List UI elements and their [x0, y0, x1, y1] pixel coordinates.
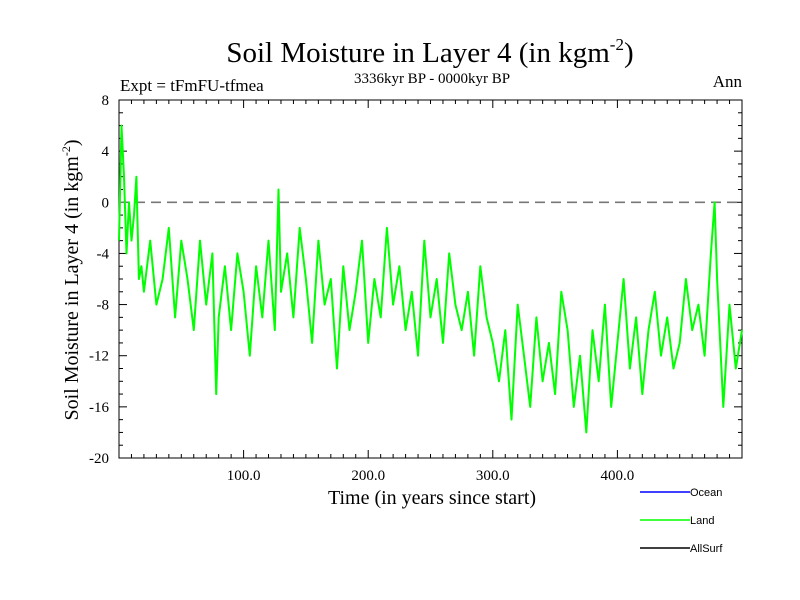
time-range-label: 3336kyr BP - 0000kyr BP: [354, 71, 510, 87]
y-tick-label: -12: [89, 349, 109, 365]
legend: Ocean Land AllSurf: [640, 487, 723, 555]
x-tick-label: 400.0: [601, 468, 635, 484]
y-axis-label-main: Soil Moisture in Layer 4 (in kgm: [61, 156, 83, 421]
y-tick-label: 8: [102, 93, 110, 109]
legend-label-allsurf: AllSurf: [690, 543, 723, 555]
y-axis-tick-labels: 8 4 0 -4 -8 -12 -16 -20: [89, 93, 110, 467]
chart-title-close: ): [624, 37, 634, 69]
chart-title-main: Soil Moisture in Layer 4 (in kgm: [226, 37, 610, 69]
y-tick-label: -4: [97, 246, 110, 262]
y-tick-label: -20: [89, 451, 109, 467]
x-tick-label: 300.0: [476, 468, 510, 484]
legend-label-ocean: Ocean: [690, 487, 722, 499]
y-tick-label: -8: [97, 298, 110, 314]
x-axis-label: Time (in years since start): [328, 487, 536, 509]
season-label: Ann: [713, 72, 743, 91]
chart-title-superscript: -2: [610, 35, 624, 54]
x-tick-label: 200.0: [351, 468, 385, 484]
y-axis-label: Soil Moisture in Layer 4 (in kgm-2): [59, 139, 83, 420]
series-line-land: [118, 124, 743, 434]
y-tick-label: 0: [102, 195, 110, 211]
data-series-group: [118, 124, 743, 434]
x-axis-tick-labels: 100.0 200.0 300.0 400.0: [227, 468, 635, 484]
x-tick-label: 100.0: [227, 468, 261, 484]
y-axis-label-superscript: -2: [59, 146, 73, 156]
legend-label-land: Land: [690, 515, 714, 527]
chart-title: Soil Moisture in Layer 4 (in kgm-2): [226, 35, 633, 69]
y-tick-label: -16: [89, 400, 109, 416]
y-tick-label: 4: [102, 144, 110, 160]
experiment-label: Expt = tFmFU-tfmea: [120, 76, 264, 95]
y-axis-label-close: ): [61, 139, 83, 146]
x-axis-ticks: [130, 100, 731, 458]
